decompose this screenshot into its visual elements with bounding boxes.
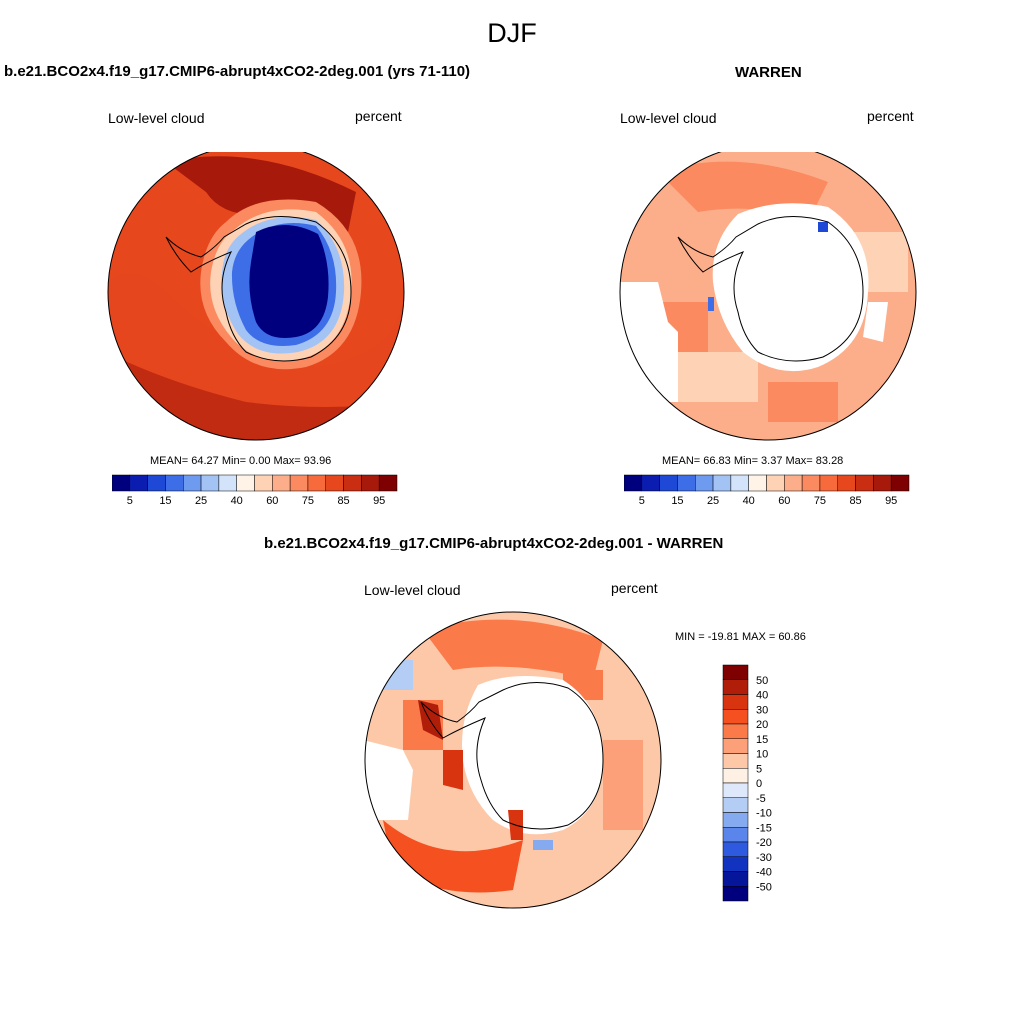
colorbar-tick-label: 95: [373, 495, 385, 507]
colorbar-swatch: [677, 474, 696, 492]
colorbar-swatch: [722, 679, 749, 695]
colorbar-swatch: [147, 474, 166, 492]
panel-obs-colorbar: 5 15 25 40 60 75 85 95: [624, 474, 910, 507]
colorbar-tick-label: -50: [756, 881, 772, 893]
colorbar-tick-label: 0: [756, 778, 762, 790]
colorbar-tick-label: 95: [885, 495, 897, 507]
colorbar-swatch: [722, 753, 749, 769]
colorbar-swatch: [722, 797, 749, 813]
colorbar-swatch: [325, 474, 344, 492]
colorbar-swatch: [722, 871, 749, 887]
panel-model-polar-map: [107, 152, 405, 441]
colorbar-swatch: [784, 474, 803, 492]
colorbar-tick-label: 5: [639, 495, 645, 507]
colorbar-tick-label: 85: [849, 495, 861, 507]
panel-model-stats: MEAN= 64.27 Min= 0.00 Max= 93.96: [150, 455, 332, 467]
colorbar-swatch: [722, 812, 749, 828]
colorbar-tick-label: 85: [337, 495, 349, 507]
colorbar-swatch: [722, 886, 749, 902]
colorbar-swatch: [624, 474, 643, 492]
colorbar-tick-label: 25: [195, 495, 207, 507]
panel-diff-variable-label: Low-level cloud: [364, 582, 461, 598]
colorbar-swatch: [236, 474, 255, 492]
colorbar-swatch: [343, 474, 362, 492]
colorbar-swatch: [722, 827, 749, 843]
colorbar-swatch: [722, 709, 749, 725]
colorbar-tick-label: 40: [743, 495, 755, 507]
colorbar-swatch: [873, 474, 892, 492]
colorbar-tick-label: -20: [756, 837, 772, 849]
colorbar-tick-label: 15: [756, 734, 768, 746]
panel-obs-stats: MEAN= 66.83 Min= 3.37 Max= 83.28: [662, 455, 844, 467]
colorbar-tick-label: 60: [778, 495, 790, 507]
colorbar-swatch: [361, 474, 380, 492]
colorbar-swatch: [722, 664, 749, 680]
colorbar-tick-label: 40: [756, 690, 768, 702]
colorbar-swatch: [855, 474, 874, 492]
colorbar-swatch: [722, 782, 749, 798]
panel-diff-units-label: percent: [611, 580, 658, 596]
colorbar-tick-label: 75: [302, 495, 314, 507]
colorbar-tick-label: 15: [671, 495, 683, 507]
colorbar-tick-label: 10: [756, 749, 768, 761]
colorbar-swatch: [641, 474, 660, 492]
colorbar-swatch: [837, 474, 856, 492]
colorbar-swatch: [289, 474, 309, 492]
colorbar-tick-label: -40: [756, 867, 772, 879]
panel-diff-title: b.e21.BCO2x4.f19_g17.CMIP6-abrupt4xCO2-2…: [264, 535, 724, 552]
colorbar-tick-label: -10: [756, 808, 772, 820]
panel-model-variable-label: Low-level cloud: [108, 110, 205, 126]
colorbar-swatch: [819, 474, 838, 492]
colorbar-swatch: [890, 474, 910, 492]
colorbar-swatch: [254, 474, 273, 492]
colorbar-swatch: [112, 474, 131, 492]
colorbar-swatch: [722, 856, 749, 872]
panel-diff-stats: MIN = -19.81 MAX = 60.86: [675, 631, 806, 643]
colorbar-swatch: [722, 694, 749, 710]
colorbar-tick-label: -30: [756, 852, 772, 864]
colorbar-swatch: [722, 723, 749, 739]
panel-diff-polar-map: [364, 611, 662, 909]
colorbar-swatch: [183, 474, 202, 492]
colorbar-swatch: [272, 474, 291, 492]
panel-obs-units-label: percent: [867, 108, 914, 124]
panel-model-title: b.e21.BCO2x4.f19_g17.CMIP6-abrupt4xCO2-2…: [4, 63, 471, 80]
panel-model-colorbar: 5 15 25 40 60 75 85 95: [112, 474, 398, 507]
colorbar-swatch: [730, 474, 749, 492]
colorbar-tick-label: -5: [756, 793, 766, 805]
colorbar-tick-label: 5: [756, 763, 762, 775]
figure-title: DJF: [487, 18, 537, 48]
colorbar-swatch: [165, 474, 184, 492]
colorbar-swatch: [748, 474, 767, 492]
colorbar-swatch: [712, 474, 732, 492]
colorbar-swatch: [766, 474, 785, 492]
panel-model-units-label: percent: [355, 108, 402, 124]
colorbar-swatch: [722, 841, 749, 857]
colorbar-swatch: [722, 768, 749, 784]
colorbar-tick-label: 50: [756, 675, 768, 687]
colorbar-swatch: [801, 474, 821, 492]
panel-obs-polar-map: [619, 152, 917, 441]
colorbar-tick-label: 25: [707, 495, 719, 507]
colorbar-swatch: [659, 474, 678, 492]
colorbar-tick-label: 60: [266, 495, 278, 507]
colorbar-swatch: [307, 474, 326, 492]
colorbar-tick-label: 20: [756, 719, 768, 731]
panel-obs-title: WARREN: [735, 64, 802, 81]
colorbar-tick-label: 5: [127, 495, 133, 507]
panel-obs-variable-label: Low-level cloud: [620, 110, 717, 126]
colorbar-swatch: [695, 474, 714, 492]
colorbar-swatch: [200, 474, 220, 492]
colorbar-swatch: [218, 474, 237, 492]
colorbar-tick-label: 15: [159, 495, 171, 507]
colorbar-swatch: [129, 474, 148, 492]
colorbar-tick-label: 75: [814, 495, 826, 507]
colorbar-tick-label: 40: [231, 495, 243, 507]
colorbar-tick-label: 30: [756, 704, 768, 716]
colorbar-tick-label: -15: [756, 822, 772, 834]
colorbar-swatch: [378, 474, 398, 492]
colorbar-swatch: [722, 738, 749, 754]
